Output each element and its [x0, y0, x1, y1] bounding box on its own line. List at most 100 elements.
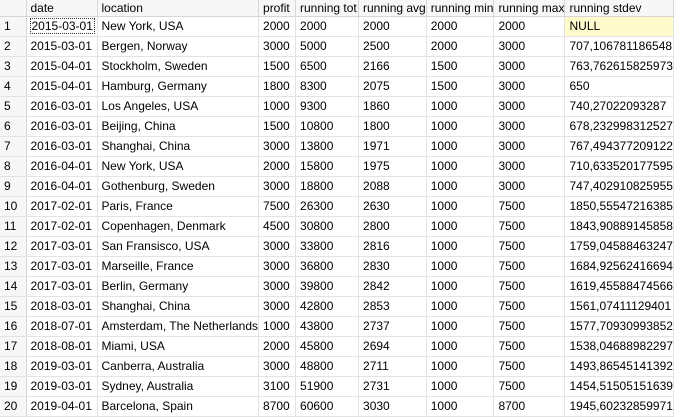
data-cell[interactable]: 1538,04688982297 — [564, 336, 674, 357]
data-cell[interactable]: 2015-04-01 — [26, 76, 98, 97]
row-number-cell[interactable]: 18 — [0, 356, 27, 377]
data-cell[interactable]: 1000 — [426, 156, 495, 177]
data-cell[interactable]: 2016-03-01 — [26, 96, 98, 117]
data-cell[interactable]: 1561,07411129401 — [564, 296, 674, 317]
data-cell[interactable]: 1850,55547216385 — [564, 196, 674, 217]
row-number-cell[interactable]: 11 — [0, 216, 27, 237]
data-cell[interactable]: 2630 — [358, 196, 427, 217]
data-cell[interactable]: Shanghai, China — [97, 296, 260, 317]
data-cell[interactable]: 1500 — [426, 76, 495, 97]
data-cell[interactable]: 2018-07-01 — [26, 316, 98, 337]
data-cell[interactable]: 2853 — [358, 296, 427, 317]
data-cell[interactable]: 3000 — [258, 356, 297, 377]
data-cell[interactable]: 740,27022093287 — [564, 96, 674, 117]
table-row[interactable]: 5 2016-03-01 Los Angeles, USA 1000 9300 1860 1… — [0, 96, 674, 117]
row-number-cell[interactable]: 15 — [0, 296, 27, 317]
data-cell[interactable]: 2000 — [426, 16, 495, 37]
column-header[interactable]: location — [97, 0, 260, 17]
data-cell[interactable]: 10800 — [295, 116, 360, 137]
data-cell[interactable]: 1000 — [426, 396, 495, 417]
data-cell[interactable]: San Fransisco, USA — [97, 236, 260, 257]
row-number-cell[interactable]: 10 — [0, 196, 27, 217]
table-row[interactable]: 13 2017-03-01 Marseille, France 3000 36800 28… — [0, 256, 674, 277]
data-cell[interactable]: Gothenburg, Sweden — [97, 176, 260, 197]
data-cell[interactable]: 1000 — [426, 296, 495, 317]
data-cell[interactable]: 1945,60232859971 — [564, 396, 674, 417]
data-cell[interactable]: 3000 — [493, 116, 566, 137]
data-cell[interactable]: 7500 — [493, 236, 566, 257]
data-cell[interactable]: 2711 — [358, 356, 427, 377]
data-cell[interactable]: 7500 — [493, 196, 566, 217]
row-number-cell[interactable]: 3 — [0, 56, 27, 77]
data-cell[interactable]: 2015-03-01 — [26, 36, 98, 57]
data-cell[interactable]: 1759,04588463247 — [564, 236, 674, 257]
data-cell[interactable]: 1000 — [258, 96, 297, 117]
table-row[interactable]: 9 2016-04-01 Gothenburg, Sweden 3000 18800 20… — [0, 176, 674, 197]
data-cell[interactable]: 3000 — [258, 236, 297, 257]
data-cell[interactable]: 3000 — [493, 96, 566, 117]
data-cell[interactable]: 2017-03-01 — [26, 276, 98, 297]
table-row[interactable]: 15 2018-03-01 Shanghai, China 3000 42800 2853… — [0, 296, 674, 317]
data-cell[interactable]: New York, USA — [97, 16, 260, 37]
data-cell[interactable]: 2800 — [358, 216, 427, 237]
data-cell[interactable]: 1500 — [426, 56, 495, 77]
column-header[interactable]: running max — [493, 0, 566, 17]
data-cell[interactable]: 747,402910825955 — [564, 176, 674, 197]
table-row[interactable]: 4 2015-04-01 Hamburg, Germany 1800 8300 2075 1… — [0, 76, 674, 97]
data-cell[interactable]: 2816 — [358, 236, 427, 257]
table-row[interactable]: 20 2019-04-01 Barcelona, Spain 8700 60600 303… — [0, 396, 674, 417]
data-cell[interactable]: 2500 — [358, 36, 427, 57]
data-cell[interactable]: 3000 — [258, 296, 297, 317]
data-cell[interactable]: 678,232998312527 — [564, 116, 674, 137]
data-cell[interactable]: 9300 — [295, 96, 360, 117]
data-cell[interactable]: 3000 — [493, 56, 566, 77]
data-cell[interactable]: 2000 — [258, 156, 297, 177]
row-number-cell[interactable]: 4 — [0, 76, 27, 97]
data-cell[interactable]: 3000 — [258, 136, 297, 157]
data-cell[interactable]: 3000 — [258, 256, 297, 277]
data-cell[interactable]: 7500 — [258, 196, 297, 217]
row-number-cell[interactable]: 14 — [0, 276, 27, 297]
data-cell[interactable]: 1000 — [426, 196, 495, 217]
data-cell[interactable]: 2017-03-01 — [26, 256, 98, 277]
data-cell[interactable]: 2731 — [358, 376, 427, 397]
table-row[interactable]: 19 2019-03-01 Sydney, Australia 3100 51900 27… — [0, 376, 674, 397]
data-cell[interactable]: 2016-03-01 — [26, 136, 98, 157]
row-number-cell[interactable]: 8 — [0, 156, 27, 177]
table-row[interactable]: 10 2017-02-01 Paris, France 7500 26300 2630 10… — [0, 196, 674, 217]
data-cell[interactable]: 3000 — [493, 156, 566, 177]
data-cell[interactable]: 1000 — [426, 236, 495, 257]
data-cell[interactable]: 4500 — [258, 216, 297, 237]
data-cell[interactable]: 2017-02-01 — [26, 216, 98, 237]
data-cell[interactable]: 1800 — [358, 116, 427, 137]
data-cell[interactable]: 2088 — [358, 176, 427, 197]
data-cell[interactable]: 15800 — [295, 156, 360, 177]
data-cell[interactable]: Stockholm, Sweden — [97, 56, 260, 77]
data-cell[interactable]: 7500 — [493, 376, 566, 397]
table-row[interactable]: 12 2017-03-01 San Fransisco, USA 3000 33800 2… — [0, 236, 674, 257]
data-cell[interactable]: 33800 — [295, 236, 360, 257]
data-cell[interactable]: 2019-03-01 — [26, 376, 98, 397]
data-cell[interactable]: 1000 — [426, 336, 495, 357]
row-number-cell[interactable]: 1 — [0, 16, 27, 37]
data-cell[interactable]: Hamburg, Germany — [97, 76, 260, 97]
data-cell[interactable]: 60600 — [295, 396, 360, 417]
data-cell[interactable]: 2842 — [358, 276, 427, 297]
data-cell[interactable]: 1843,90889145858 — [564, 216, 674, 237]
data-cell[interactable]: 1500 — [258, 116, 297, 137]
data-cell[interactable]: 13800 — [295, 136, 360, 157]
data-cell[interactable]: 8300 — [295, 76, 360, 97]
data-cell[interactable]: Marseille, France — [97, 256, 260, 277]
data-cell[interactable]: 763,762615825973 — [564, 56, 674, 77]
data-cell[interactable]: 2075 — [358, 76, 427, 97]
data-cell[interactable]: Miami, USA — [97, 336, 260, 357]
data-cell[interactable]: 1577,70930993852 — [564, 316, 674, 337]
data-cell[interactable]: 7500 — [493, 316, 566, 337]
data-cell[interactable]: 1000 — [426, 376, 495, 397]
data-cell[interactable]: 2000 — [258, 336, 297, 357]
data-cell[interactable]: 1000 — [426, 316, 495, 337]
row-number-cell[interactable]: 9 — [0, 176, 27, 197]
data-cell[interactable]: 1800 — [258, 76, 297, 97]
data-cell[interactable]: 1000 — [426, 356, 495, 377]
data-cell[interactable]: 2000 — [258, 16, 297, 37]
